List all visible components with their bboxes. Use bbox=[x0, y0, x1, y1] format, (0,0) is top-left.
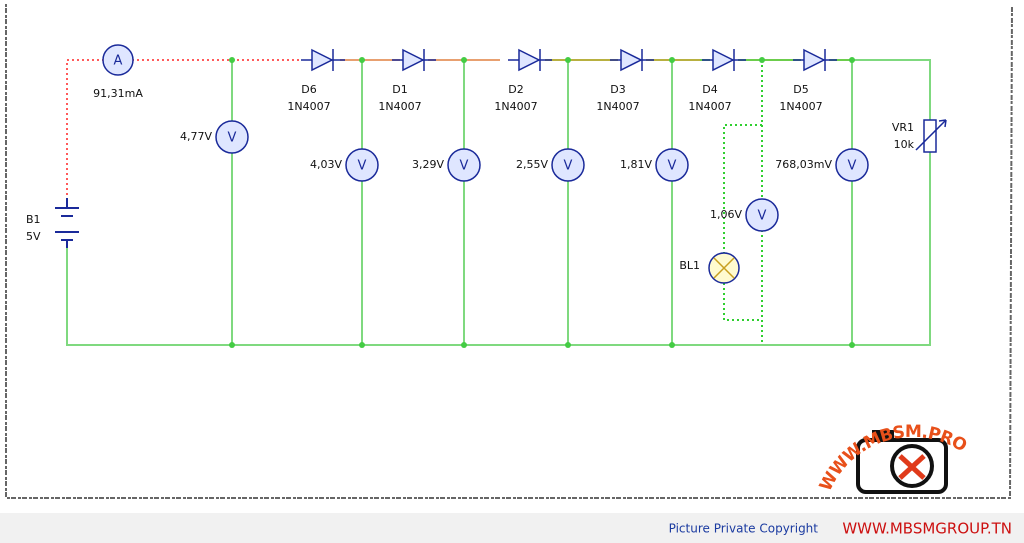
diode-model: 1N4007 bbox=[287, 100, 330, 113]
diode bbox=[392, 48, 436, 72]
junction bbox=[565, 57, 571, 63]
diode-model: 1N4007 bbox=[494, 100, 537, 113]
diode-model: 1N4007 bbox=[779, 100, 822, 113]
voltmeter-symbol: V bbox=[668, 159, 677, 174]
battery-value: 5V bbox=[26, 230, 41, 243]
diode bbox=[508, 48, 552, 72]
junction bbox=[669, 57, 675, 63]
diode-name: D2 bbox=[508, 83, 523, 96]
voltmeter bbox=[835, 148, 869, 182]
diode bbox=[793, 48, 837, 72]
junction bbox=[849, 342, 855, 348]
diode-name: D4 bbox=[702, 83, 717, 96]
voltmeter-reading: 1,81V bbox=[620, 158, 652, 171]
diode-model: 1N4007 bbox=[688, 100, 731, 113]
voltmeter-reading: 4,77V bbox=[180, 130, 212, 143]
canvas bbox=[0, 0, 1024, 513]
voltmeter-reading: 2,55V bbox=[516, 158, 548, 171]
voltmeter-symbol: V bbox=[228, 131, 237, 146]
diode bbox=[301, 48, 345, 72]
lamp-name: BL1 bbox=[679, 259, 700, 272]
voltmeter bbox=[745, 198, 779, 232]
ammeter bbox=[102, 44, 134, 76]
diode-name: D3 bbox=[610, 83, 625, 96]
voltmeter-reading: 4,03V bbox=[310, 158, 342, 171]
voltmeter bbox=[345, 148, 379, 182]
voltmeter bbox=[655, 148, 689, 182]
ammeter-reading: 91,31mA bbox=[93, 87, 143, 100]
diode bbox=[610, 48, 654, 72]
battery bbox=[52, 198, 82, 248]
junction bbox=[849, 57, 855, 63]
voltmeter-reading: 768,03mV bbox=[775, 158, 832, 171]
junction bbox=[359, 342, 365, 348]
ammeter-symbol: A bbox=[114, 54, 123, 69]
junction bbox=[461, 342, 467, 348]
diode-name: D5 bbox=[793, 83, 808, 96]
voltmeter-reading: 3,29V bbox=[412, 158, 444, 171]
voltmeter-symbol: V bbox=[848, 159, 857, 174]
voltmeter bbox=[447, 148, 481, 182]
diode-name: D6 bbox=[301, 83, 316, 96]
junction bbox=[359, 57, 365, 63]
footer-band bbox=[0, 513, 1024, 543]
pot-value: 10k bbox=[894, 138, 915, 151]
voltmeter-symbol: V bbox=[564, 159, 573, 174]
diode bbox=[702, 48, 746, 72]
junction bbox=[759, 57, 765, 63]
junction bbox=[229, 342, 235, 348]
diode-model: 1N4007 bbox=[596, 100, 639, 113]
voltmeter-symbol: V bbox=[460, 159, 469, 174]
junction bbox=[229, 57, 235, 63]
lamp bbox=[708, 252, 740, 284]
voltmeter bbox=[215, 120, 249, 154]
diode-name: D1 bbox=[392, 83, 407, 96]
potentiometer bbox=[915, 119, 947, 153]
battery-name: B1 bbox=[26, 213, 41, 226]
voltmeter-reading: 1,06V bbox=[710, 208, 742, 221]
voltmeter bbox=[551, 148, 585, 182]
junction bbox=[461, 57, 467, 63]
junction bbox=[565, 342, 571, 348]
voltmeter-symbol: V bbox=[358, 159, 367, 174]
voltmeter-symbol: V bbox=[758, 209, 767, 224]
watermark-logo bbox=[856, 430, 948, 494]
canvas-border bbox=[5, 4, 1013, 499]
footer-site: WWW.MBSMGROUP.TN bbox=[842, 520, 1012, 538]
junction bbox=[669, 342, 675, 348]
footer-notice: Picture Private Copyright bbox=[669, 522, 819, 536]
diode-model: 1N4007 bbox=[378, 100, 421, 113]
pot-name: VR1 bbox=[892, 121, 914, 134]
